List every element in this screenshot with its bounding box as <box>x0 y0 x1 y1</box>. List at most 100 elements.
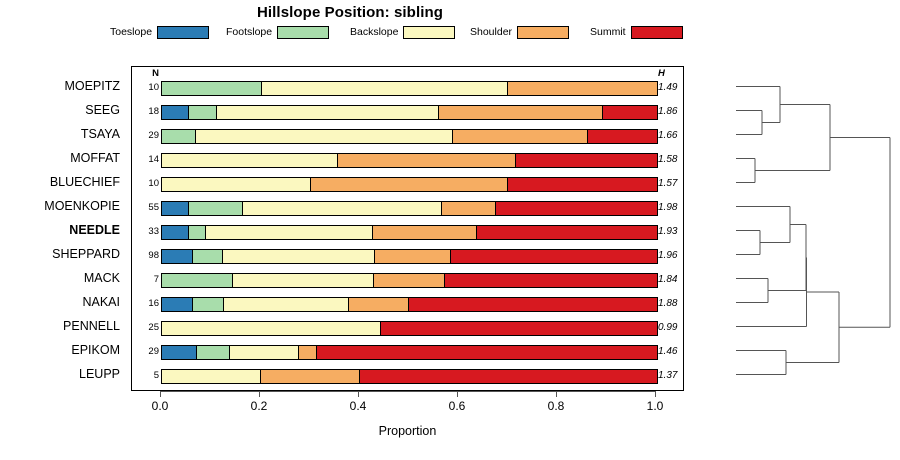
row-entropy-h: 1.86 <box>658 106 678 117</box>
x-axis-line <box>160 391 655 392</box>
x-axis-tick <box>556 391 557 397</box>
stacked-bar <box>161 273 658 288</box>
x-axis-title: Proportion <box>378 424 437 438</box>
chart-row: 33 1.93 <box>132 223 685 240</box>
row-count-n: 29 <box>148 130 159 141</box>
x-axis-tick <box>358 391 359 397</box>
bar-segment-footslope <box>162 82 262 95</box>
chart-row: 98 1.96 <box>132 247 685 264</box>
bar-segment-toeslope <box>162 250 194 263</box>
legend-label: Toeslope <box>110 26 153 38</box>
bar-segment-summit <box>316 346 657 359</box>
column-header-n: N <box>152 68 159 79</box>
stacked-bar <box>161 345 658 360</box>
bar-segment-backslope <box>206 226 373 239</box>
x-axis-tick-label: 0.6 <box>448 399 466 413</box>
row-entropy-h: 1.46 <box>658 346 678 357</box>
bar-segment-footslope <box>193 250 223 263</box>
stacked-bar <box>161 201 658 216</box>
legend-swatch <box>630 25 683 39</box>
legend-swatch <box>517 25 570 39</box>
row-entropy-h: 1.96 <box>658 250 678 261</box>
y-axis-label: SHEPPARD <box>52 247 120 261</box>
chart-row: 5 1.37 <box>132 367 685 384</box>
bar-segment-shoulder <box>374 250 452 263</box>
bar-segment-backslope <box>216 106 440 119</box>
legend-item-shoulder: Shoulder <box>470 24 570 40</box>
bar-segment-summit <box>603 106 657 119</box>
bar-segment-shoulder <box>310 178 508 191</box>
legend-label: Shoulder <box>470 26 513 38</box>
bar-segment-shoulder <box>439 106 604 119</box>
bar-segment-shoulder <box>349 298 409 311</box>
row-count-n: 29 <box>148 346 159 357</box>
bar-segment-footslope <box>189 226 207 239</box>
bar-segment-shoulder <box>338 154 516 167</box>
bar-segment-backslope <box>162 154 339 167</box>
bar-segment-summit <box>380 322 657 335</box>
legend-item-backslope: Backslope <box>350 24 456 40</box>
x-axis-tick <box>160 391 161 397</box>
bar-segment-backslope <box>162 322 381 335</box>
x-axis-tick-label: 0.8 <box>547 399 565 413</box>
bar-segment-toeslope <box>162 226 190 239</box>
y-axis-label: LEUPP <box>79 367 120 381</box>
bar-segment-backslope <box>162 178 311 191</box>
row-entropy-h: 1.37 <box>658 370 678 381</box>
bar-segment-summit <box>496 202 657 215</box>
bar-segment-footslope <box>162 274 233 287</box>
legend-item-toeslope: Toeslope <box>110 24 210 40</box>
chart-row: 55 1.98 <box>132 199 685 216</box>
y-axis-label: PENNELL <box>63 319 120 333</box>
legend-item-summit: Summit <box>590 24 683 40</box>
bar-segment-backslope <box>232 274 374 287</box>
bar-segment-backslope <box>162 370 261 383</box>
y-axis-label: EPIKOM <box>71 343 120 357</box>
legend-swatch <box>277 25 330 39</box>
column-header-h: H <box>658 68 665 79</box>
row-count-n: 98 <box>148 250 159 261</box>
row-count-n: 14 <box>148 154 159 165</box>
x-axis-tick <box>655 391 656 397</box>
y-axis-label: TSAYA <box>80 127 120 141</box>
bar-segment-shoulder <box>508 82 657 95</box>
row-entropy-h: 1.84 <box>658 274 678 285</box>
bar-segment-shoulder <box>299 346 317 359</box>
row-count-n: 10 <box>148 82 159 93</box>
legend: Toeslope Footslope Backslope Shoulder Summit <box>110 24 683 42</box>
plot-panel: N H 10 1.49 18 1.86 29 1.66 14 1.58 10 1.57 55 1.98… <box>131 66 684 391</box>
y-axis-label: NAKAI <box>82 295 120 309</box>
row-count-n: 55 <box>148 202 159 213</box>
bar-segment-footslope <box>193 298 224 311</box>
row-entropy-h: 1.57 <box>658 178 678 189</box>
stacked-bar <box>161 129 658 144</box>
row-entropy-h: 1.88 <box>658 298 678 309</box>
bar-segment-toeslope <box>162 346 198 359</box>
row-count-n: 16 <box>148 298 159 309</box>
chart-row: 10 1.57 <box>132 175 685 192</box>
bar-segment-backslope <box>261 82 508 95</box>
row-count-n: 25 <box>148 322 159 333</box>
y-axis-label: MOENKOPIE <box>44 199 120 213</box>
row-count-n: 18 <box>148 106 159 117</box>
bar-segment-shoulder <box>442 202 497 215</box>
legend-swatch <box>157 25 210 39</box>
row-count-n: 7 <box>153 274 159 285</box>
stacked-bar <box>161 321 658 336</box>
y-axis-label: MOEPITZ <box>64 79 120 93</box>
row-entropy-h: 1.58 <box>658 154 678 165</box>
bar-segment-summit <box>476 226 657 239</box>
x-axis-tick-label: 0.4 <box>349 399 367 413</box>
x-axis-tick-label: 0.0 <box>151 399 169 413</box>
chart-row: 25 0.99 <box>132 319 685 336</box>
row-count-n: 33 <box>148 226 159 237</box>
bar-segment-summit <box>451 250 657 263</box>
chart-row: 10 1.49 <box>132 79 685 96</box>
legend-swatch <box>403 25 456 39</box>
x-axis-tick-label: 1.0 <box>646 399 664 413</box>
x-axis-tick <box>457 391 458 397</box>
bar-segment-summit <box>445 274 657 287</box>
y-axis-labels: MOEPITZ SEEG TSAYA MOFFAT BLUECHIEF MOENKOPIE… <box>0 66 126 391</box>
row-entropy-h: 0.99 <box>658 322 678 333</box>
